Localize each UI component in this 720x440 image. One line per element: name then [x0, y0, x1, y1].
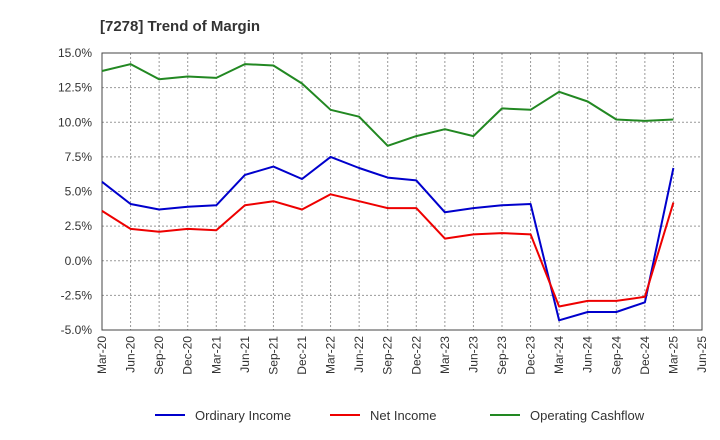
series-line-ordinary-income [101, 155, 675, 322]
x-tick-label: Mar-20 [95, 336, 109, 374]
legend-label-ordinary-income: Ordinary Income [195, 408, 291, 423]
plot-frame [101, 52, 703, 331]
legend-label-net-income: Net Income [370, 408, 436, 423]
x-tick-label: Jun-24 [581, 336, 595, 373]
x-tick-label: Jun-23 [466, 336, 480, 373]
y-tick-label: 2.5% [65, 219, 93, 233]
x-tick-label: Jun-21 [238, 336, 252, 373]
x-tick-label: Sep-20 [152, 336, 166, 375]
y-tick-label: 0.0% [65, 254, 93, 268]
y-tick-label: 15.0% [58, 46, 92, 60]
y-tick-label: -2.5% [61, 288, 93, 302]
x-tick-label: Dec-22 [409, 336, 423, 375]
y-tick-label: 5.0% [65, 185, 93, 199]
series-line-net-income [101, 193, 675, 308]
axis-layer: 15.0% 12.5% 10.0% 7.5% 5.0% 2.5% 0.0% -2.5% -5.0… [58, 46, 709, 375]
series-line-operating-cashflow [101, 63, 674, 147]
x-tick-label: Mar-22 [324, 336, 338, 374]
y-tick-label: 12.5% [58, 81, 92, 95]
x-tick-label: Dec-20 [181, 336, 195, 375]
legend: Ordinary Income Net Income Operating Cashf… [155, 408, 645, 423]
x-tick-label: Jun-25 [695, 336, 709, 373]
chart-title: [7278] Trend of Margin [100, 18, 260, 35]
x-tick-label: Mar-25 [666, 336, 680, 374]
x-tick-label: Dec-24 [638, 336, 652, 375]
x-tick-label: Mar-21 [209, 336, 223, 374]
grid-layer [101, 52, 703, 331]
series-layer [101, 63, 675, 322]
y-tick-label: 7.5% [65, 150, 93, 164]
x-tick-label: Dec-23 [524, 336, 538, 375]
x-tick-label: Jun-20 [124, 336, 138, 373]
x-tick-label: Jun-22 [352, 336, 366, 373]
x-tick-label: Dec-21 [295, 336, 309, 375]
x-tick-label: Mar-24 [552, 336, 566, 374]
y-tick-label: 10.0% [58, 115, 92, 129]
x-tick-label: Sep-24 [609, 336, 623, 375]
x-tick-label: Sep-23 [495, 336, 509, 375]
legend-label-operating-cashflow: Operating Cashflow [530, 408, 645, 423]
y-tick-label: -5.0% [61, 323, 93, 337]
x-tick-label: Sep-21 [266, 336, 280, 375]
x-tick-label: Sep-22 [381, 336, 395, 375]
x-tick-label: Mar-23 [438, 336, 452, 374]
